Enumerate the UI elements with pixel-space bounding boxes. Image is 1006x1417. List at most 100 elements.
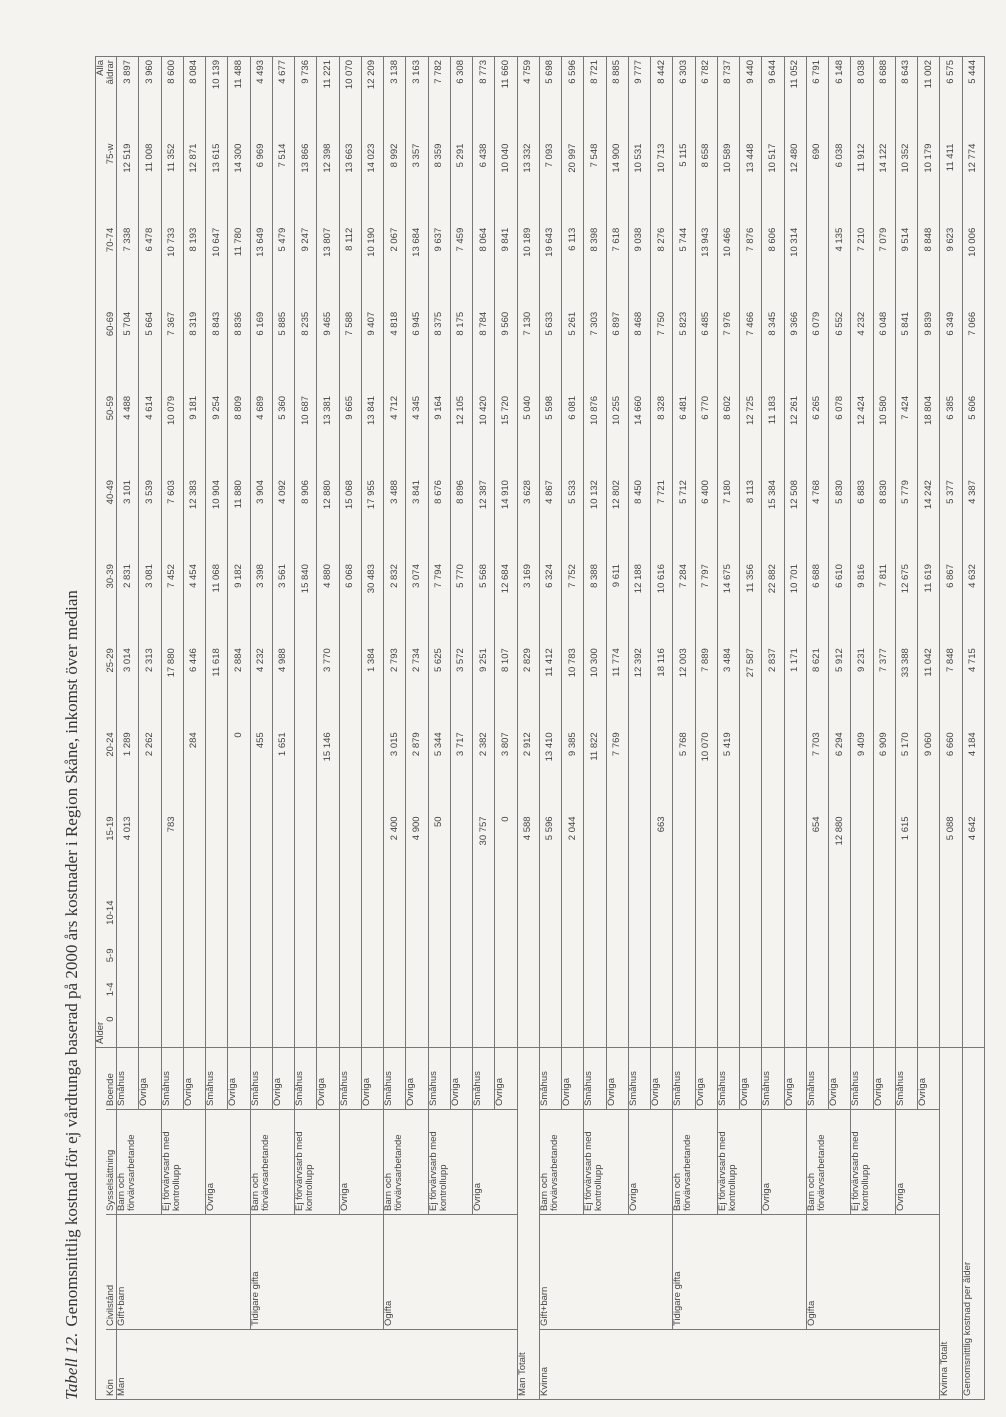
value-cell: 12 261 xyxy=(784,392,807,478)
value-cell: 5 823 xyxy=(672,308,695,393)
value-cell: 9 181 xyxy=(183,392,206,478)
value-cell: 7 079 xyxy=(873,224,896,309)
value-cell: 8 450 xyxy=(628,477,651,562)
column-header: Civilstånd xyxy=(106,1214,117,1330)
value-cell: 1 615 xyxy=(895,813,918,898)
value-cell: 7 548 xyxy=(583,140,606,225)
value-cell: 7 618 xyxy=(606,224,629,309)
value-cell xyxy=(472,945,495,980)
value-cell xyxy=(717,897,740,946)
boende-cell: Småhus xyxy=(761,1047,784,1110)
value-cell xyxy=(628,1013,651,1048)
value-cell xyxy=(361,1013,384,1048)
column-header: 75-w xyxy=(106,140,117,225)
value-cell: 13 615 xyxy=(205,140,228,225)
value-cell: 10 733 xyxy=(161,224,184,309)
title-label: Tabell 12. xyxy=(62,1332,81,1400)
value-cell: 11 912 xyxy=(850,140,873,225)
value-cell: 50 xyxy=(428,813,451,898)
value-cell: 9 560 xyxy=(494,308,517,393)
value-cell xyxy=(650,1013,673,1048)
boende-cell: Övriga xyxy=(316,1047,339,1110)
value-cell: 2 382 xyxy=(472,729,495,814)
value-cell: 2 912 xyxy=(517,729,540,814)
value-cell xyxy=(962,945,985,980)
value-cell: 12 003 xyxy=(672,645,695,730)
value-cell: 3 101 xyxy=(116,477,139,562)
value-cell: 9 247 xyxy=(294,224,317,309)
value-cell: 12 880 xyxy=(828,813,851,898)
value-cell: 6 078 xyxy=(828,392,851,478)
value-cell: 6 113 xyxy=(561,224,584,309)
boende-cell: Småhus xyxy=(383,1047,406,1110)
boende-cell: Småhus xyxy=(339,1047,362,1110)
value-cell: 4 759 xyxy=(517,56,540,141)
value-cell: 11 822 xyxy=(583,729,606,814)
value-cell xyxy=(205,1013,228,1048)
value-cell xyxy=(250,945,273,980)
value-cell: 6 446 xyxy=(183,645,206,730)
syss-cell: Ej förvärvsarb med kontrollupp xyxy=(428,1109,473,1215)
boende-cell: Övriga xyxy=(361,1047,384,1110)
value-cell: 1 651 xyxy=(272,729,295,814)
value-cell xyxy=(250,1013,273,1048)
value-cell xyxy=(606,1013,629,1048)
value-cell xyxy=(517,945,540,980)
value-cell xyxy=(850,1013,873,1048)
table-row: Ej förvärvsarb med kontrollupp Småhus 9 40… xyxy=(850,56,896,1400)
value-cell: 8 836 xyxy=(227,308,250,393)
value-cell xyxy=(628,813,651,898)
value-cell xyxy=(561,1013,584,1048)
value-cell: 7 797 xyxy=(695,561,718,646)
value-cell: 12 398 xyxy=(316,140,339,225)
value-cell: 5 444 xyxy=(962,56,985,141)
column-header: 15-19 xyxy=(106,813,117,898)
value-cell: 7 284 xyxy=(672,561,695,646)
value-cell: 6 660 xyxy=(939,729,962,814)
boende-cell: Övriga xyxy=(739,1047,762,1110)
value-cell: 3 081 xyxy=(138,561,161,646)
syss-cell: Övriga xyxy=(761,1109,807,1215)
boende-cell: Småhus xyxy=(717,1047,740,1110)
value-cell xyxy=(917,897,940,946)
value-cell: 5 841 xyxy=(895,308,918,393)
value-cell: 7 703 xyxy=(806,729,829,814)
value-cell xyxy=(316,945,339,980)
value-cell: 11 618 xyxy=(205,645,228,730)
value-cell xyxy=(761,1013,784,1048)
value-cell: 6 596 xyxy=(561,56,584,141)
value-cell xyxy=(161,1013,184,1048)
value-cell xyxy=(583,979,606,1014)
value-cell: 9 665 xyxy=(339,392,362,478)
value-cell: 10 466 xyxy=(717,224,740,309)
value-cell: 4 387 xyxy=(962,477,985,562)
value-cell xyxy=(227,897,250,946)
value-cell: 8 992 xyxy=(383,140,406,225)
value-cell xyxy=(539,945,562,980)
value-cell xyxy=(606,945,629,980)
value-cell: 2 262 xyxy=(138,729,161,814)
column-header: Sysselsättning xyxy=(106,1109,117,1215)
boende-cell: Småhus xyxy=(472,1047,495,1110)
table-row: Övriga Småhus 1 615 5 170 33 388 12 675 5 779 7… xyxy=(895,56,940,1400)
value-cell xyxy=(405,897,428,946)
value-cell xyxy=(917,1013,940,1048)
table-row: Ej förvärvsarb med kontrollupp Småhus 15 8… xyxy=(294,56,339,1400)
value-cell: 10 040 xyxy=(494,140,517,225)
value-cell xyxy=(472,897,495,946)
value-cell: 4 715 xyxy=(962,645,985,730)
value-cell: 8 906 xyxy=(294,477,317,562)
value-cell xyxy=(539,979,562,1014)
value-cell: 5 479 xyxy=(272,224,295,309)
column-header: 10-14 xyxy=(106,897,117,946)
value-cell: 10 314 xyxy=(784,224,807,309)
civil-cell: Tidigare gifta xyxy=(250,1214,384,1330)
value-cell: 14 242 xyxy=(917,477,940,562)
value-cell xyxy=(294,1013,317,1048)
value-cell: 12 880 xyxy=(316,477,339,562)
value-cell: 12 209 xyxy=(361,56,384,141)
value-cell: 7 889 xyxy=(695,645,718,730)
all-header: Alla xyxy=(95,56,106,141)
value-cell: 8 175 xyxy=(450,308,473,393)
value-cell: 7 514 xyxy=(272,140,295,225)
